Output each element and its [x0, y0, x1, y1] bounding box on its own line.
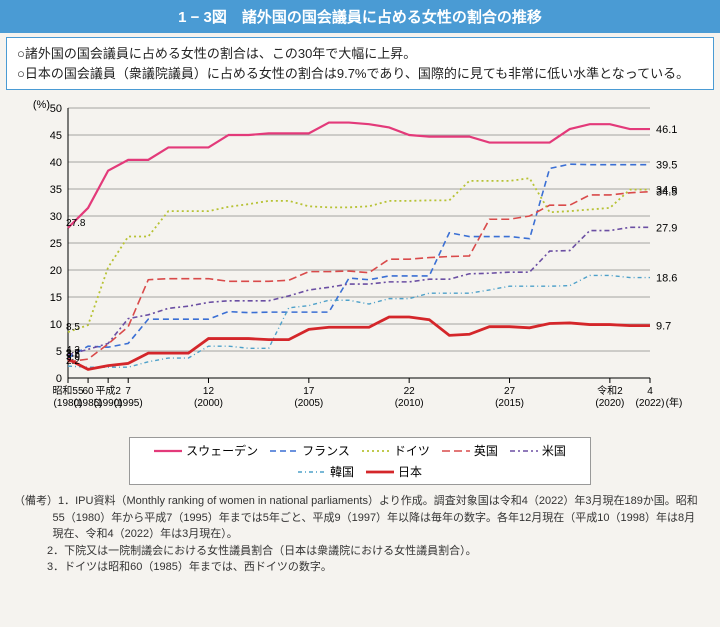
- svg-text:34.5: 34.5: [656, 187, 677, 199]
- figure-title: 1 − 3図 諸外国の国会議員に占める女性の割合の推移: [0, 0, 720, 33]
- svg-text:(2015): (2015): [495, 398, 524, 409]
- svg-text:45: 45: [50, 130, 62, 142]
- footnotes: （備考）1．IPU資料（Monthly ranking of women in …: [0, 493, 720, 586]
- svg-text:22: 22: [404, 386, 416, 397]
- svg-text:12: 12: [203, 386, 215, 397]
- svg-text:60: 60: [83, 386, 95, 397]
- svg-text:50: 50: [50, 103, 62, 115]
- figure-container: 1 − 3図 諸外国の国会議員に占める女性の割合の推移 ○諸外国の国会議員に占め…: [0, 0, 720, 586]
- legend-item: 日本: [366, 463, 422, 480]
- svg-text:27.9: 27.9: [656, 222, 677, 234]
- svg-text:(1995): (1995): [114, 398, 143, 409]
- svg-text:(年): (年): [666, 396, 683, 409]
- svg-text:4: 4: [647, 386, 653, 397]
- summary-line-2: ○日本の国会議員（衆議院議員）に占める女性の割合は9.7%であり、国際的に見ても…: [17, 64, 703, 84]
- legend-item: 韓国: [298, 463, 354, 480]
- svg-text:7: 7: [125, 386, 131, 397]
- svg-text:9.7: 9.7: [656, 321, 671, 333]
- svg-text:27: 27: [504, 386, 516, 397]
- svg-text:35: 35: [50, 184, 62, 196]
- svg-text:17: 17: [303, 386, 315, 397]
- series-米国: [68, 227, 650, 354]
- svg-text:平成2: 平成2: [95, 385, 121, 397]
- note-3: 3．ドイツは昭和60（1985）年までは、西ドイツの数字。: [14, 559, 706, 576]
- svg-text:20: 20: [50, 265, 62, 277]
- series-英国: [68, 192, 650, 362]
- legend-item: フランス: [270, 442, 350, 459]
- note-1: （備考）1．IPU資料（Monthly ranking of women in …: [14, 493, 706, 543]
- svg-text:(2010): (2010): [395, 398, 424, 409]
- summary-box: ○諸外国の国会議員に占める女性の割合は、この30年で大幅に上昇。 ○日本の国会議…: [6, 37, 714, 90]
- svg-text:30: 30: [50, 211, 62, 223]
- svg-text:8.5: 8.5: [66, 322, 80, 333]
- legend-item: 英国: [442, 442, 498, 459]
- svg-text:3.5: 3.5: [66, 349, 80, 360]
- svg-text:46.1: 46.1: [656, 124, 677, 136]
- svg-text:昭和55: 昭和55: [52, 385, 84, 397]
- note-2: 2．下院又は一院制議会における女性議員割合（日本は衆議院における女性議員割合）。: [14, 543, 706, 560]
- legend: スウェーデンフランスドイツ英国米国韓国日本: [129, 437, 591, 485]
- svg-text:27.8: 27.8: [66, 218, 86, 229]
- series-ドイツ: [68, 178, 650, 332]
- svg-text:5: 5: [56, 346, 62, 358]
- svg-text:(2020): (2020): [595, 398, 624, 409]
- series-日本: [68, 317, 650, 369]
- svg-text:39.5: 39.5: [656, 160, 677, 172]
- svg-text:25: 25: [50, 238, 62, 250]
- svg-text:0: 0: [56, 373, 62, 385]
- svg-text:(2000): (2000): [194, 398, 223, 409]
- svg-text:令和2: 令和2: [597, 384, 623, 397]
- svg-text:15: 15: [50, 292, 62, 304]
- legend-item: ドイツ: [362, 442, 430, 459]
- svg-text:(2005): (2005): [294, 398, 323, 409]
- legend-item: スウェーデン: [154, 442, 258, 459]
- line-chart-svg: (%)05101520253035404550昭和55(1980)60(1985…: [10, 98, 710, 428]
- chart: (%)05101520253035404550昭和55(1980)60(1985…: [10, 98, 710, 433]
- summary-line-1: ○諸外国の国会議員に占める女性の割合は、この30年で大幅に上昇。: [17, 44, 703, 64]
- svg-text:40: 40: [50, 157, 62, 169]
- svg-text:10: 10: [50, 319, 62, 331]
- legend-item: 米国: [510, 442, 566, 459]
- svg-text:(%): (%): [33, 99, 50, 111]
- series-フランス: [68, 164, 650, 358]
- svg-text:(2022): (2022): [636, 398, 665, 409]
- svg-text:18.6: 18.6: [656, 273, 677, 285]
